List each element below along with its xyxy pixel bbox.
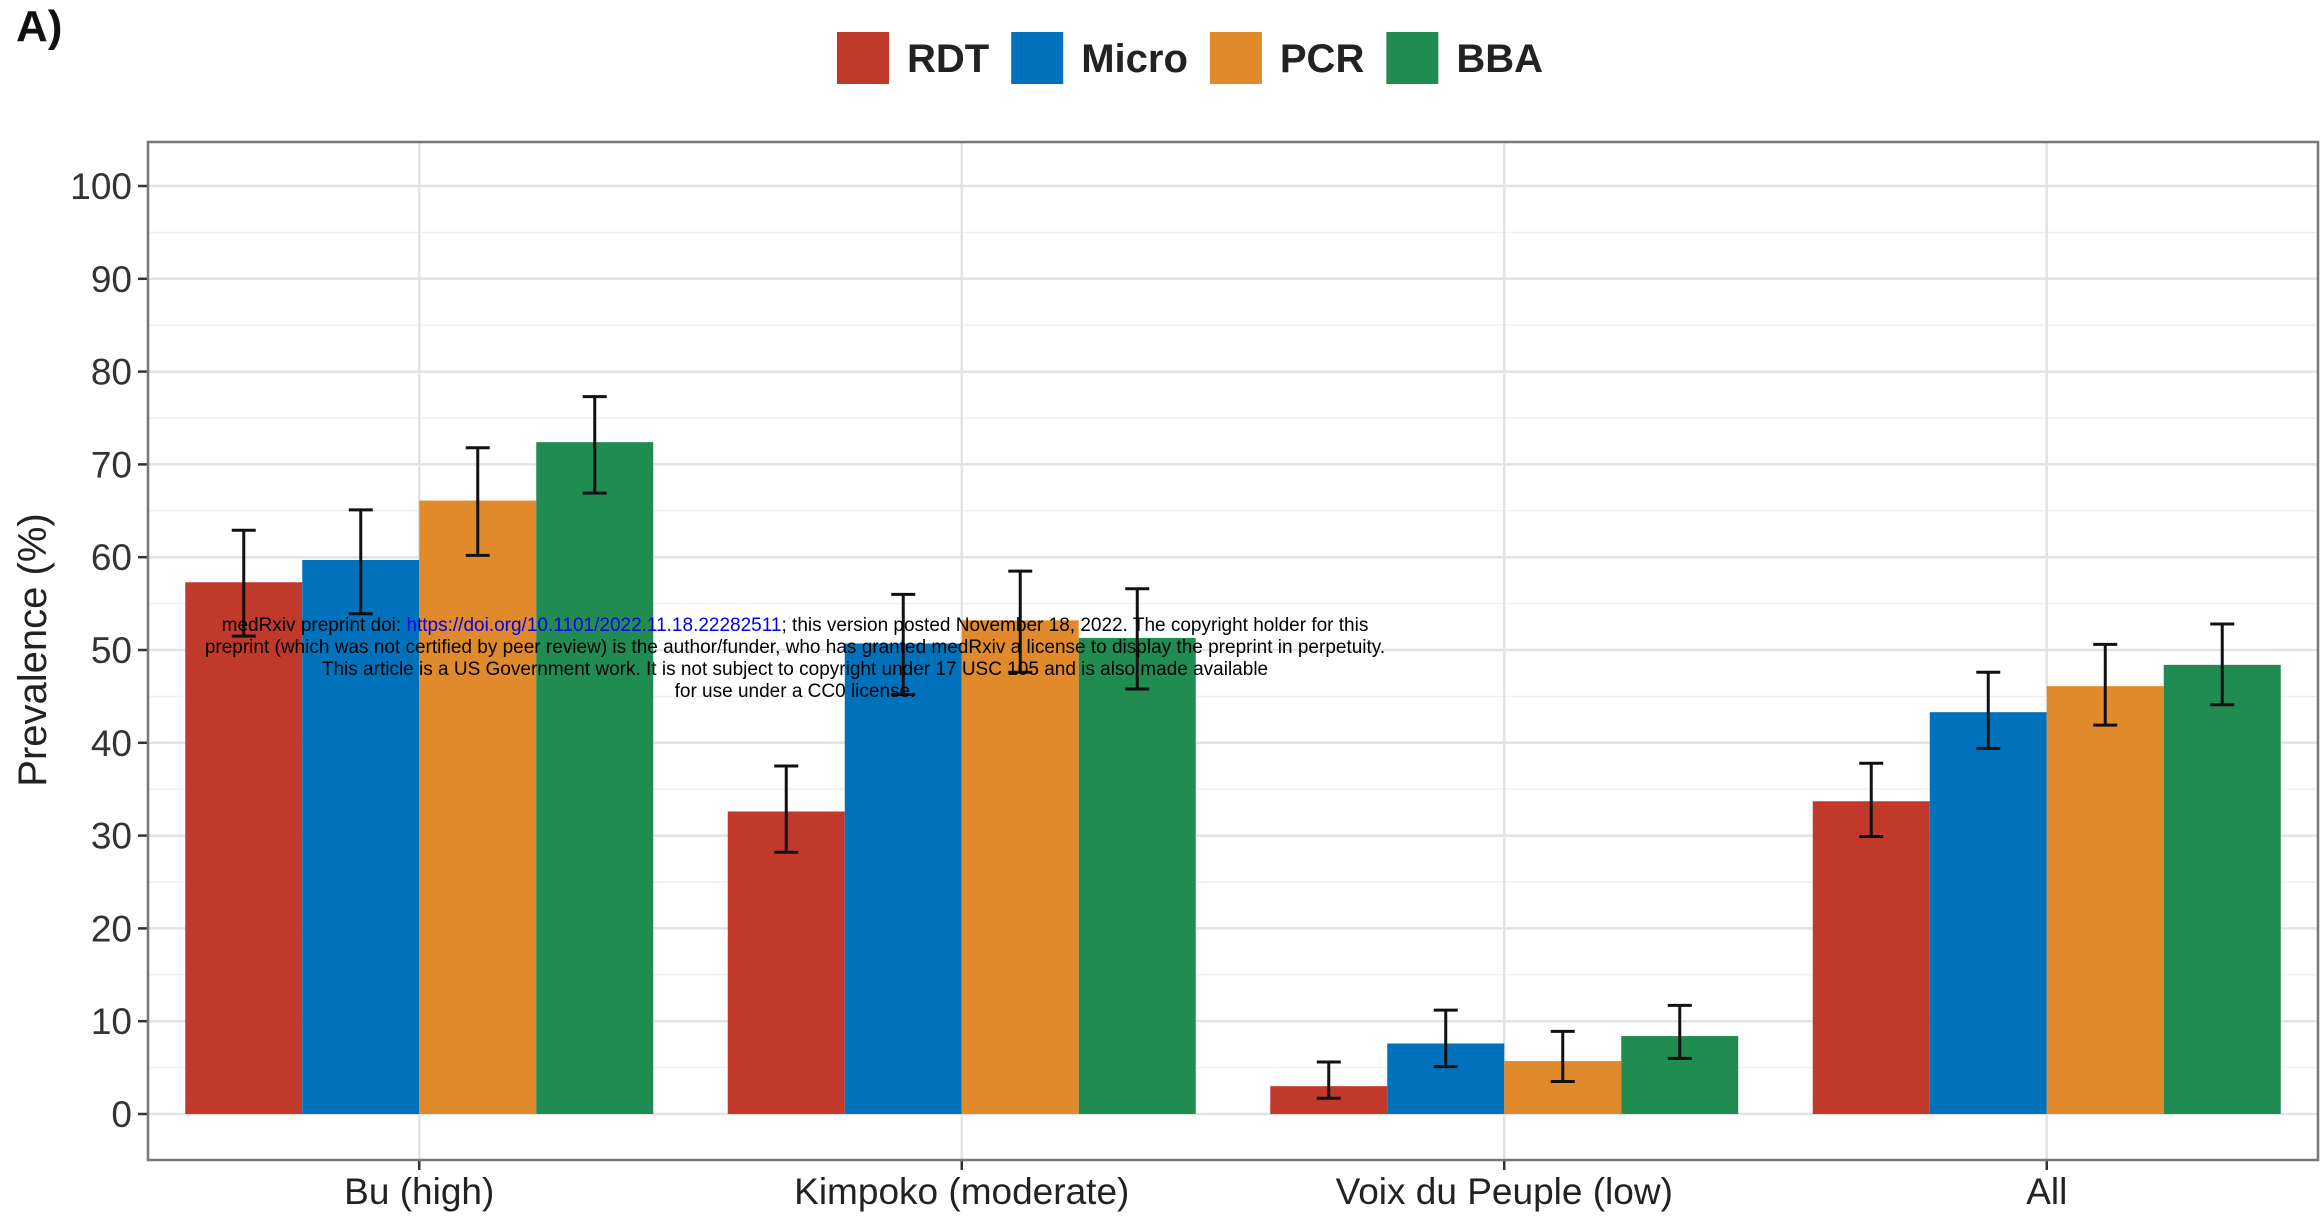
watermark-line-1: medRxiv preprint doi: https://doi.org/10… [120,615,1470,637]
bar-micro [844,643,962,1114]
bar-bba [536,442,654,1114]
legend-label-pcr: PCR [1280,37,1365,81]
bar-pcr [961,620,1079,1114]
legend-swatch-bba [1386,32,1439,84]
legend-swatch-pcr [1209,32,1262,84]
y-tick-label: 50 [91,630,132,671]
y-tick-label: 80 [91,352,132,393]
x-tick-label: Kimpoko (moderate) [794,1171,1129,1212]
watermark-line-1-suffix: ; this version posted November 18, 2022.… [781,615,1369,636]
watermark-line-2: preprint (which was not certified by pee… [204,637,1386,658]
panel-label: A) [16,2,63,51]
bar-pcr [419,500,537,1114]
legend: RDT Micro PCR BBA [837,32,1543,84]
bar-rdt [185,582,303,1114]
y-tick-label: 100 [70,166,132,207]
bar-pcr [2046,686,2164,1114]
watermark-line-4: for use under a CC0 license. [674,681,916,702]
legend-swatch-micro [1011,32,1064,84]
x-tick-label: Bu (high) [344,1171,494,1212]
y-tick-label: 40 [91,723,132,764]
plot-border [146,140,2320,1162]
watermark-line-1-prefix: medRxiv preprint doi: [221,615,407,636]
y-tick-label: 60 [91,537,132,578]
preprint-watermark: medRxiv preprint doi: https://doi.org/10… [120,615,1470,703]
x-tick-label: Voix du Peuple (low) [1336,1171,1673,1212]
legend-swatch-rdt [837,32,889,84]
y-tick-label: 10 [91,1001,132,1042]
doi-link[interactable]: https://doi.org/10.1101/2022.11.18.22282… [406,615,782,636]
watermark-line-3: This article is a US Government work. It… [321,659,1269,680]
legend-label-micro: Micro [1081,37,1188,81]
y-tick-label: 70 [91,444,132,485]
x-tick-label: All [2026,1171,2067,1212]
bar-rdt [1812,801,1930,1114]
legend-label-rdt: RDT [907,37,989,81]
bar-micro [302,559,420,1114]
bar-rdt [727,811,845,1114]
bar-bba [2163,664,2281,1114]
y-tick-label: 0 [111,1094,132,1135]
y-tick-label: 90 [91,259,132,300]
plot-area: 0 10 20 30 40 50 60 70 80 90 100 Bu (high) Kimpoko (… [70,140,2320,1212]
bar-bba [1078,637,1196,1114]
y-tick-label: 20 [91,908,132,949]
y-axis-label: Prevalence (%) [11,513,55,786]
y-tick-label: 30 [91,816,132,857]
bar-micro [1929,712,2047,1114]
legend-label-bba: BBA [1456,37,1543,81]
